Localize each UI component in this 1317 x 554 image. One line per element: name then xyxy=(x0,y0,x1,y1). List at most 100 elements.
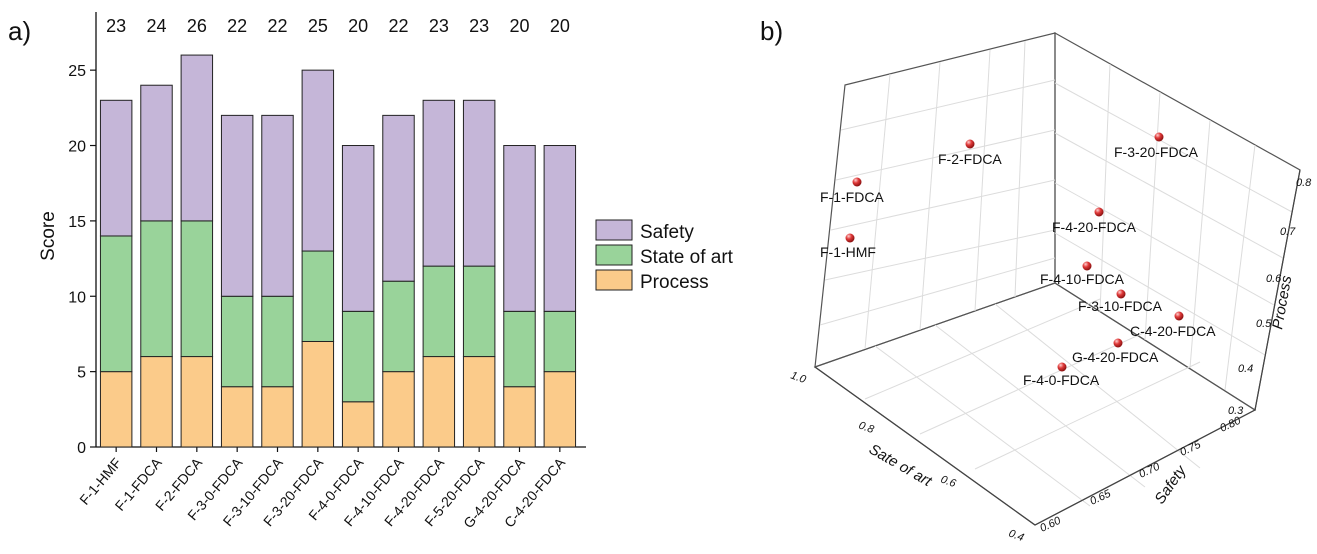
gridline xyxy=(919,61,941,331)
bar-safety-f-4-0-fdca xyxy=(341,145,375,312)
bar-process-f-3-20-fdca xyxy=(301,340,335,448)
bar-state-of-art-f-4-20-fdca xyxy=(422,265,456,358)
point-label-f-3-10-fdca: F-3-10-FDCA xyxy=(1078,298,1163,314)
bar-totals: 23 24 26 22 22 25 20 22 23 23 20 20 xyxy=(106,16,570,36)
stacked-bar-chart: 23 24 26 22 22 25 20 22 23 23 20 20 F-1-HMFF-1-FDCA… xyxy=(38,12,586,531)
legend-label-state-of-art: State of art xyxy=(640,247,734,268)
bar-state-of-art-f-5-20-fdca xyxy=(462,265,496,358)
axis-edge-sate-of-art xyxy=(814,366,1036,526)
bar-process-f-4-10-fdca xyxy=(382,371,415,448)
bar-state-of-art-c-4-20-fdca xyxy=(543,310,577,373)
x-tick: 0.4 xyxy=(1007,528,1025,545)
bar-safety-f-1-fdca xyxy=(140,84,173,222)
point-label-f-4-10-fdca: F-4-10-FDCA xyxy=(1040,271,1125,287)
z-tick: 0.7 xyxy=(1280,226,1296,238)
bar-total-label: 22 xyxy=(388,16,408,36)
y-tick-label: 15 xyxy=(68,214,86,231)
bar-state-of-art-f-4-10-fdca xyxy=(382,280,415,373)
gridline xyxy=(874,345,1091,507)
z-tick: 0.3 xyxy=(1228,405,1244,417)
bar-safety-f-3-10-fdca xyxy=(261,114,294,297)
bar-state-of-art-g-4-20-fdca xyxy=(503,310,536,388)
point-label-f-4-0-fdca: F-4-0-FDCA xyxy=(1023,372,1100,388)
axis-edge-process xyxy=(1254,169,1301,411)
y-tick-label: 10 xyxy=(68,289,86,306)
point-label-c-4-20-fdca: C-4-20-FDCA xyxy=(1130,323,1216,339)
bar-marks xyxy=(99,54,577,448)
legend-label-safety: Safety xyxy=(640,222,694,243)
y-tick-label: 5 xyxy=(77,365,86,382)
x-axis-title: Sate of art xyxy=(866,441,935,491)
point-label-g-4-20-fdca: G-4-20-FDCA xyxy=(1072,349,1159,365)
gridline xyxy=(819,257,1056,326)
legend: Safety State of art Process xyxy=(595,219,734,293)
gridline xyxy=(1054,182,1275,306)
y-tick-label: 25 xyxy=(68,63,86,80)
y-tick: 0.60 xyxy=(1038,514,1063,534)
gridline xyxy=(974,49,991,312)
gridline xyxy=(919,329,1151,435)
point-f-1-fdca xyxy=(852,177,862,187)
bar-safety-f-3-20-fdca xyxy=(301,69,335,252)
z-tick: 0.8 xyxy=(1296,177,1312,189)
bar-process-f-4-0-fdca xyxy=(341,401,375,448)
bar-safety-c-4-20-fdca xyxy=(543,145,577,312)
z-tick: 0.4 xyxy=(1238,363,1253,375)
bar-state-of-art-f-2-fdca xyxy=(180,220,214,358)
point-label-f-1-hmf: F-1-HMF xyxy=(820,244,876,260)
bar-safety-f-5-20-fdca xyxy=(462,99,496,267)
point-f-3-10-fdca xyxy=(1116,289,1126,299)
bar-state-of-art-f-1-hmf xyxy=(99,235,133,373)
axis-edge-safety xyxy=(1034,409,1256,526)
gridline xyxy=(1054,232,1266,356)
bar-process-f-1-hmf xyxy=(99,371,133,448)
gridline xyxy=(830,179,1056,231)
y-tick: 0.70 xyxy=(1137,460,1162,480)
y-tick: 0.75 xyxy=(1178,438,1203,458)
point-f-4-10-fdca xyxy=(1082,261,1092,271)
gridline xyxy=(864,298,1101,400)
bar-total-label: 20 xyxy=(348,16,368,36)
bar-safety-g-4-20-fdca xyxy=(503,145,536,312)
y-tick-labels: 0 5 10 15 20 25 xyxy=(68,63,86,457)
bar-process-f-5-20-fdca xyxy=(462,356,496,448)
legend-swatch-state-of-art xyxy=(595,244,633,266)
panel-b-label: b) xyxy=(760,16,783,46)
bar-process-c-4-20-fdca xyxy=(543,371,577,448)
bar-total-label: 22 xyxy=(227,16,247,36)
gridline xyxy=(1014,40,1026,298)
3d-gridlines xyxy=(819,40,1293,507)
point-label-f-2-fdca: F-2-FDCA xyxy=(938,151,1002,167)
bar-safety-f-4-10-fdca xyxy=(382,114,415,282)
bar-total-label: 23 xyxy=(469,16,489,36)
floor xyxy=(813,282,1257,526)
gridline xyxy=(864,73,891,350)
y-axis-label: Score xyxy=(38,211,59,261)
3d-scatter-chart: 1.0 0.8 0.6 0.4 0.60 0.65 0.70 0.75 0.8 0… xyxy=(789,31,1312,545)
bar-total-label: 20 xyxy=(550,16,570,36)
bar-process-f-1-fdca xyxy=(140,356,173,448)
point-c-4-20-fdca xyxy=(1174,311,1184,321)
gridline xyxy=(1224,144,1256,391)
bar-process-f-2-fdca xyxy=(180,356,214,448)
bar-total-label: 20 xyxy=(509,16,529,36)
bar-process-f-3-0-fdca xyxy=(220,386,254,448)
gridline xyxy=(994,303,1201,469)
gridline xyxy=(840,79,1056,131)
point-f-3-20-fdca xyxy=(1154,132,1164,142)
gridline xyxy=(1054,82,1293,213)
x-tick: 1.0 xyxy=(789,370,808,387)
point-f-4-0-fdca xyxy=(1057,362,1067,372)
bar-state-of-art-f-3-0-fdca xyxy=(220,295,254,388)
scatter-points: F-1-FDCA F-1-HMF F-2-FDCA F-3-20-FDCA F-… xyxy=(820,132,1216,388)
legend-swatch-safety xyxy=(595,219,633,241)
bar-safety-f-1-hmf xyxy=(99,99,133,237)
x-tick: 0.6 xyxy=(939,474,958,491)
bar-state-of-art-f-4-0-fdca xyxy=(341,310,375,403)
bar-safety-f-4-20-fdca xyxy=(422,99,456,267)
gridline xyxy=(835,129,1056,181)
gridline xyxy=(1054,132,1284,259)
y-tick-label: 20 xyxy=(68,139,86,156)
gridline xyxy=(974,361,1201,470)
bar-process-f-4-20-fdca xyxy=(422,356,456,448)
